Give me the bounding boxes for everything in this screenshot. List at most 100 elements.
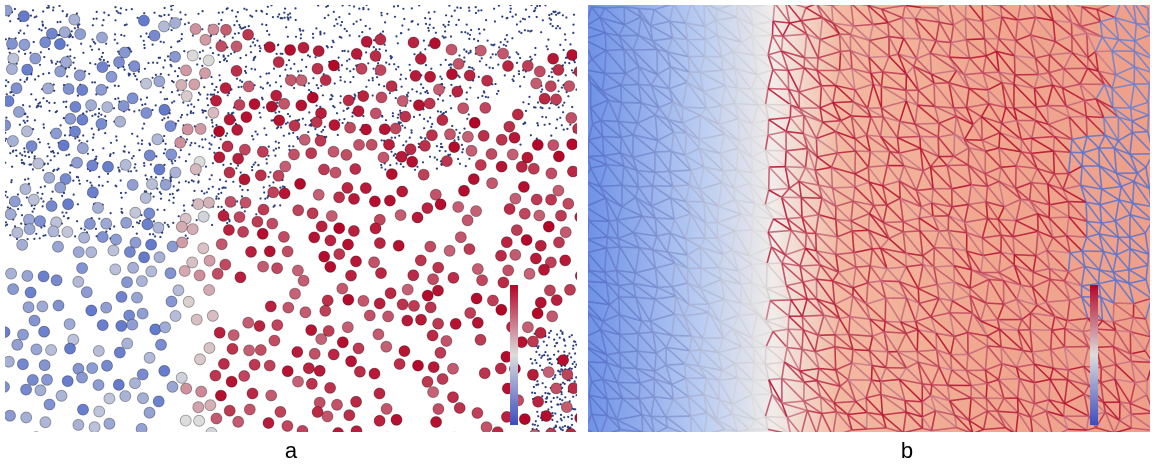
point [483, 91, 485, 93]
sphere [38, 271, 49, 282]
point [185, 180, 187, 182]
point [197, 13, 199, 15]
point [19, 30, 21, 32]
sphere [243, 317, 254, 328]
mesh-edge [655, 171, 670, 172]
point [160, 15, 162, 17]
sphere [77, 263, 88, 274]
point [544, 351, 546, 353]
sphere [214, 126, 225, 137]
sphere [503, 265, 514, 276]
point [492, 67, 494, 69]
point [78, 179, 80, 181]
point [435, 32, 437, 34]
sphere [113, 379, 124, 390]
point [559, 44, 561, 46]
point [82, 52, 84, 54]
mesh-edge [619, 297, 620, 315]
sphere [170, 311, 181, 322]
mesh-edge [606, 49, 624, 50]
mesh-edge [675, 296, 676, 314]
point [551, 406, 553, 408]
mesh-edge [754, 348, 755, 363]
sphere [476, 451, 487, 462]
sphere [175, 137, 186, 148]
mesh-edge [775, 1, 786, 3]
point [542, 19, 544, 21]
point [293, 87, 295, 89]
point [305, 66, 307, 68]
sphere [290, 288, 301, 299]
point [558, 106, 560, 108]
point [560, 330, 562, 332]
point [57, 152, 59, 154]
point [171, 102, 173, 104]
point [93, 18, 95, 20]
sphere [77, 85, 88, 96]
point [26, 79, 28, 81]
point [369, 28, 371, 30]
point [4, 224, 6, 226]
point [524, 29, 526, 31]
point [441, 146, 443, 148]
point [564, 345, 566, 347]
sphere [539, 264, 550, 275]
sphere [496, 134, 507, 145]
point [42, 200, 44, 202]
sphere [433, 84, 444, 95]
sphere [407, 156, 418, 167]
point [77, 26, 79, 28]
point [167, 55, 169, 57]
point [123, 150, 125, 152]
mesh-edge [700, 268, 701, 288]
point [98, 184, 100, 186]
point [152, 77, 154, 79]
point [209, 47, 211, 49]
point [557, 80, 559, 82]
point [157, 209, 159, 211]
sphere [292, 265, 303, 276]
sphere [272, 320, 283, 331]
point [215, 198, 217, 200]
point [564, 396, 566, 398]
point [73, 194, 75, 196]
sphere [441, 156, 452, 167]
point [56, 110, 58, 112]
mesh-edge [1030, 330, 1052, 331]
point [138, 109, 140, 111]
point [285, 26, 287, 28]
point [40, 197, 42, 199]
sphere [27, 375, 38, 386]
point [72, 36, 74, 38]
sphere [343, 294, 354, 305]
sphere [93, 202, 104, 213]
sphere [234, 99, 245, 110]
point [52, 150, 54, 152]
mesh-edge [1049, 217, 1069, 218]
point [255, 131, 257, 133]
point [541, 88, 543, 90]
point [170, 178, 172, 180]
point [198, 145, 200, 147]
point [538, 354, 540, 356]
sphere [147, 179, 158, 190]
sphere [159, 365, 170, 376]
sphere [154, 164, 165, 175]
point [540, 357, 542, 359]
point [274, 155, 276, 157]
point [232, 37, 234, 39]
sphere [358, 91, 369, 102]
point [330, 98, 332, 100]
point [548, 75, 550, 77]
point [101, 56, 103, 58]
point [518, 73, 520, 75]
point [535, 362, 537, 364]
sphere [482, 75, 493, 86]
point [544, 392, 546, 394]
sphere [121, 217, 132, 228]
point [173, 197, 175, 199]
point [98, 112, 100, 114]
sphere [289, 149, 300, 160]
point [378, 84, 380, 86]
point [492, 53, 494, 55]
